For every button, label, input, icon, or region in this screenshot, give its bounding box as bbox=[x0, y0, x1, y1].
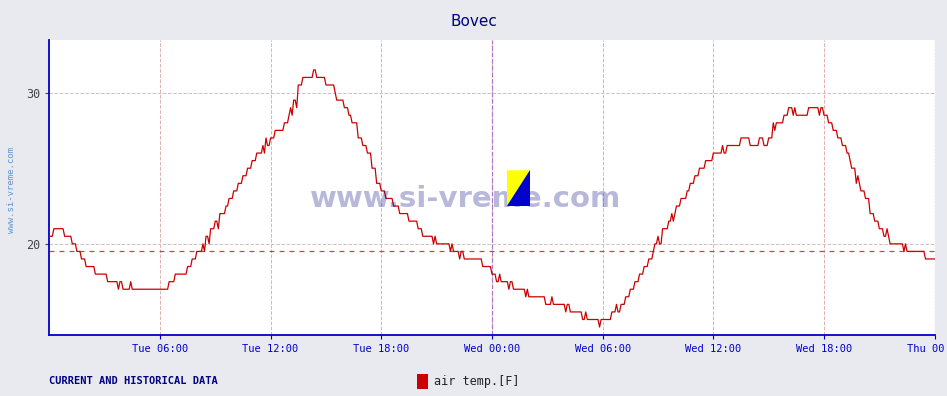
Text: CURRENT AND HISTORICAL DATA: CURRENT AND HISTORICAL DATA bbox=[49, 376, 218, 386]
Text: Bovec: Bovec bbox=[450, 14, 497, 29]
Polygon shape bbox=[507, 170, 530, 206]
Text: air temp.[F]: air temp.[F] bbox=[434, 375, 519, 388]
Text: www.si-vreme.com: www.si-vreme.com bbox=[7, 147, 16, 233]
Polygon shape bbox=[507, 170, 530, 206]
Text: www.si-vreme.com: www.si-vreme.com bbox=[310, 185, 621, 213]
Polygon shape bbox=[507, 170, 530, 206]
